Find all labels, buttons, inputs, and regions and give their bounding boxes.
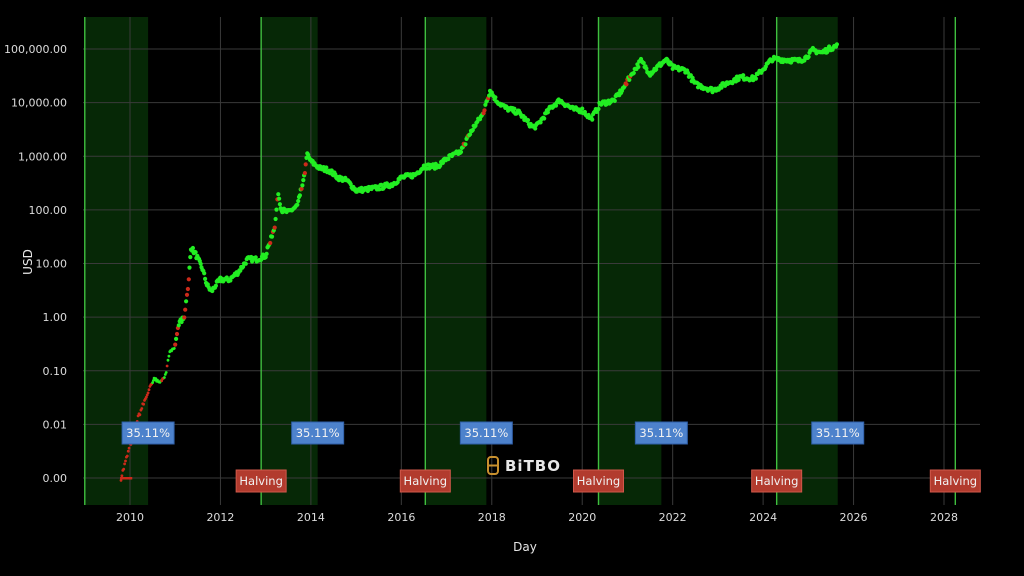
svg-text:35.11%: 35.11%	[296, 426, 340, 440]
halving-label: Halving	[751, 469, 803, 493]
bitbo-logo-text: BiTBO	[505, 457, 561, 475]
bitbo-watermark: BiTBO	[487, 456, 561, 475]
y-tick-label: 0.10	[43, 365, 68, 378]
y-axis-title: USD	[21, 249, 35, 275]
x-tick-label: 2016	[387, 511, 415, 524]
percentage-label: 35.11%	[811, 421, 865, 445]
svg-text:35.11%: 35.11%	[464, 426, 508, 440]
x-tick-label: 2026	[840, 511, 868, 524]
y-tick-label: 0.00	[43, 472, 68, 485]
halving-label: Halving	[573, 469, 625, 493]
y-tick-label: 10.00	[36, 258, 68, 271]
x-tick-label: 2028	[930, 511, 958, 524]
price-series	[119, 42, 840, 482]
svg-text:Halving: Halving	[239, 474, 282, 488]
halving-label: Halving	[399, 469, 451, 493]
svg-text:Halving: Halving	[577, 474, 620, 488]
y-tick-label: 100,000.00	[4, 43, 67, 56]
bitbo-logo-icon	[487, 456, 499, 475]
percentage-label: 35.11%	[291, 421, 345, 445]
svg-text:Halving: Halving	[755, 474, 798, 488]
halving-lines	[84, 17, 957, 505]
x-tick-label: 2022	[659, 511, 687, 524]
svg-text:35.11%: 35.11%	[816, 426, 860, 440]
x-axis-title: Day	[513, 540, 537, 554]
y-tick-label: 10,000.00	[11, 97, 67, 110]
percentage-label: 35.11%	[459, 421, 513, 445]
y-axis-ticks: 100,000.00 10,000.00 1,000.00 100.00 10.00 1.…	[4, 43, 67, 485]
svg-text:35.11%: 35.11%	[126, 426, 170, 440]
y-tick-label: 1,000.00	[18, 150, 67, 163]
svg-text:35.11%: 35.11%	[639, 426, 683, 440]
x-tick-label: 2018	[478, 511, 506, 524]
svg-text:Halving: Halving	[934, 474, 977, 488]
percentage-label: 35.11%	[634, 421, 688, 445]
x-tick-label: 2020	[568, 511, 596, 524]
x-tick-label: 2014	[297, 511, 325, 524]
y-tick-label: 0.01	[43, 418, 68, 431]
percentage-label: 35.11%	[121, 421, 175, 445]
halving-label: Halving	[235, 469, 287, 493]
halving-cycle-bands	[84, 17, 838, 505]
halving-label: Halving	[929, 469, 981, 493]
x-tick-label: 2012	[206, 511, 234, 524]
x-axis-ticks: 2010 2012 2014 2016 2018 2020 2022 2024 2026 2028	[116, 511, 958, 524]
svg-text:Halving: Halving	[404, 474, 447, 488]
x-tick-label: 2024	[749, 511, 777, 524]
y-tick-label: 1.00	[43, 311, 68, 324]
x-tick-label: 2010	[116, 511, 144, 524]
annotations: 35.11% 35.11% 35.11% 35.11% 35.11% Halving Hal…	[121, 421, 981, 493]
y-tick-label: 100.00	[29, 204, 68, 217]
early-price-segment	[120, 477, 133, 480]
